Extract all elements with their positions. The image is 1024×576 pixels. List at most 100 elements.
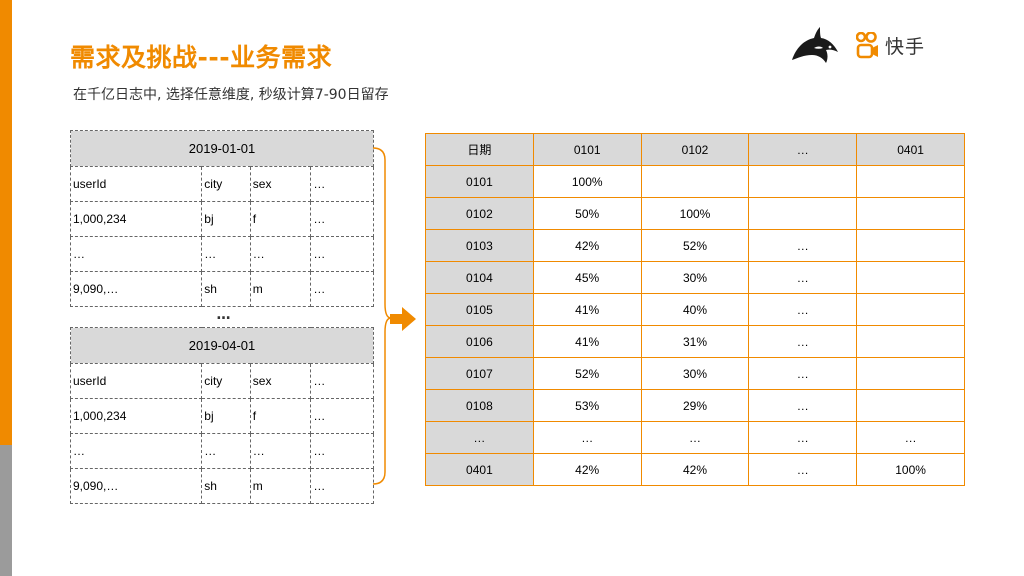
table-cell	[856, 229, 965, 262]
table-row: userId city sex …	[69, 166, 374, 202]
source-table-2019-04-01: 2019-04-01 userId city sex … 1,000,234 b…	[69, 327, 374, 504]
table-cell: …	[856, 421, 965, 454]
table-cell	[856, 261, 965, 294]
date-header: 2019-04-01	[70, 327, 374, 364]
table-cell: …	[310, 468, 374, 504]
table-cell: …	[249, 236, 312, 272]
table-cell: bj	[201, 201, 251, 237]
table-cell: sex	[249, 166, 312, 202]
table-cell: 41%	[532, 293, 642, 326]
table-cell: 1,000,234	[69, 201, 203, 237]
date-header: 2019-01-01	[70, 130, 374, 167]
table-cell: 52%	[532, 357, 642, 390]
table-cell: city	[201, 166, 251, 202]
table-cell: 40%	[640, 293, 750, 326]
table-cell	[748, 165, 858, 198]
slide-subtitle: 在千亿日志中, 选择任意维度, 秒级计算7-90日留存	[73, 87, 389, 103]
table-cell: sh	[201, 271, 251, 307]
table-row: userId city sex …	[69, 363, 374, 399]
source-table-2019-01-01: 2019-01-01 userId city sex … 1,000,234 b…	[69, 130, 374, 307]
table-cell: 50%	[532, 197, 642, 230]
tables-ellipsis: …	[216, 307, 232, 323]
table-cell	[856, 293, 965, 326]
table-cell: userId	[69, 363, 203, 399]
table-cell: m	[249, 271, 312, 307]
table-cell: 30%	[640, 261, 750, 294]
table-cell: city	[201, 363, 251, 399]
table-row: 1,000,234 bj f …	[69, 201, 374, 237]
table-cell: …	[69, 236, 203, 272]
whale-logo-icon	[792, 27, 838, 63]
table-cell: 31%	[640, 325, 750, 358]
row-header: 0108	[425, 389, 534, 422]
table-row: 2019-01-01	[70, 130, 374, 167]
table-cell: 9,090,…	[69, 271, 203, 307]
table-row: 0101 100%	[425, 165, 965, 198]
column-header: 0102	[640, 133, 750, 166]
table-cell: f	[249, 201, 312, 237]
right-arrow-icon	[390, 307, 416, 331]
table-header-row: 日期 0101 0102 … 0401	[425, 133, 965, 166]
table-cell: …	[310, 236, 374, 272]
table-cell	[856, 357, 965, 390]
table-row: 0104 45% 30% …	[425, 261, 965, 294]
table-row: … … … …	[69, 236, 374, 272]
column-header: …	[748, 133, 858, 166]
table-row: 2019-04-01	[70, 327, 374, 364]
table-cell: …	[201, 433, 251, 469]
kuaishou-logo: 快手	[790, 26, 940, 68]
table-cell: …	[310, 363, 374, 399]
row-header: 0104	[425, 261, 534, 294]
table-cell	[856, 165, 965, 198]
row-header: 0101	[425, 165, 534, 198]
table-cell	[748, 197, 858, 230]
table-row: … … … … …	[425, 421, 965, 454]
table-cell: …	[748, 325, 858, 358]
table-cell: bj	[201, 398, 251, 434]
table-row: 0106 41% 31% …	[425, 325, 965, 358]
table-cell: m	[249, 468, 312, 504]
slide-title: 需求及挑战---业务需求	[70, 43, 333, 72]
table-cell: 1,000,234	[69, 398, 203, 434]
table-cell: f	[249, 398, 312, 434]
row-header: 0105	[425, 293, 534, 326]
table-cell: …	[748, 261, 858, 294]
table-cell: …	[748, 421, 858, 454]
column-header: 0101	[532, 133, 642, 166]
table-cell: …	[310, 201, 374, 237]
table-cell: 100%	[532, 165, 642, 198]
table-cell: 100%	[640, 197, 750, 230]
table-row: … … … …	[69, 433, 374, 469]
table-cell	[856, 389, 965, 422]
column-header: 0401	[856, 133, 965, 166]
table-cell: …	[748, 389, 858, 422]
row-header: …	[425, 421, 534, 454]
table-row: 1,000,234 bj f …	[69, 398, 374, 434]
table-cell: …	[249, 433, 312, 469]
row-header: 0103	[425, 229, 534, 262]
column-header: 日期	[425, 133, 534, 166]
table-row: 9,090,… sh m …	[69, 271, 374, 307]
table-row: 0103 42% 52% …	[425, 229, 965, 262]
table-cell: …	[310, 398, 374, 434]
table-cell: 53%	[532, 389, 642, 422]
kuaishou-logo-icon	[856, 32, 878, 59]
table-row: 0105 41% 40% …	[425, 293, 965, 326]
table-cell: 41%	[532, 325, 642, 358]
table-cell: …	[310, 166, 374, 202]
table-cell: …	[310, 433, 374, 469]
table-cell	[640, 165, 750, 198]
table-row: 0102 50% 100%	[425, 197, 965, 230]
accent-side-bar	[0, 0, 12, 445]
logo-text: 快手	[885, 36, 926, 58]
table-cell: …	[310, 271, 374, 307]
table-cell: 100%	[856, 453, 965, 486]
gray-side-bar	[0, 445, 12, 576]
table-cell: …	[69, 433, 203, 469]
table-cell: …	[748, 357, 858, 390]
table-cell: …	[201, 236, 251, 272]
table-cell: 42%	[532, 453, 642, 486]
table-cell: …	[748, 293, 858, 326]
table-cell: 42%	[640, 453, 750, 486]
table-cell	[856, 197, 965, 230]
